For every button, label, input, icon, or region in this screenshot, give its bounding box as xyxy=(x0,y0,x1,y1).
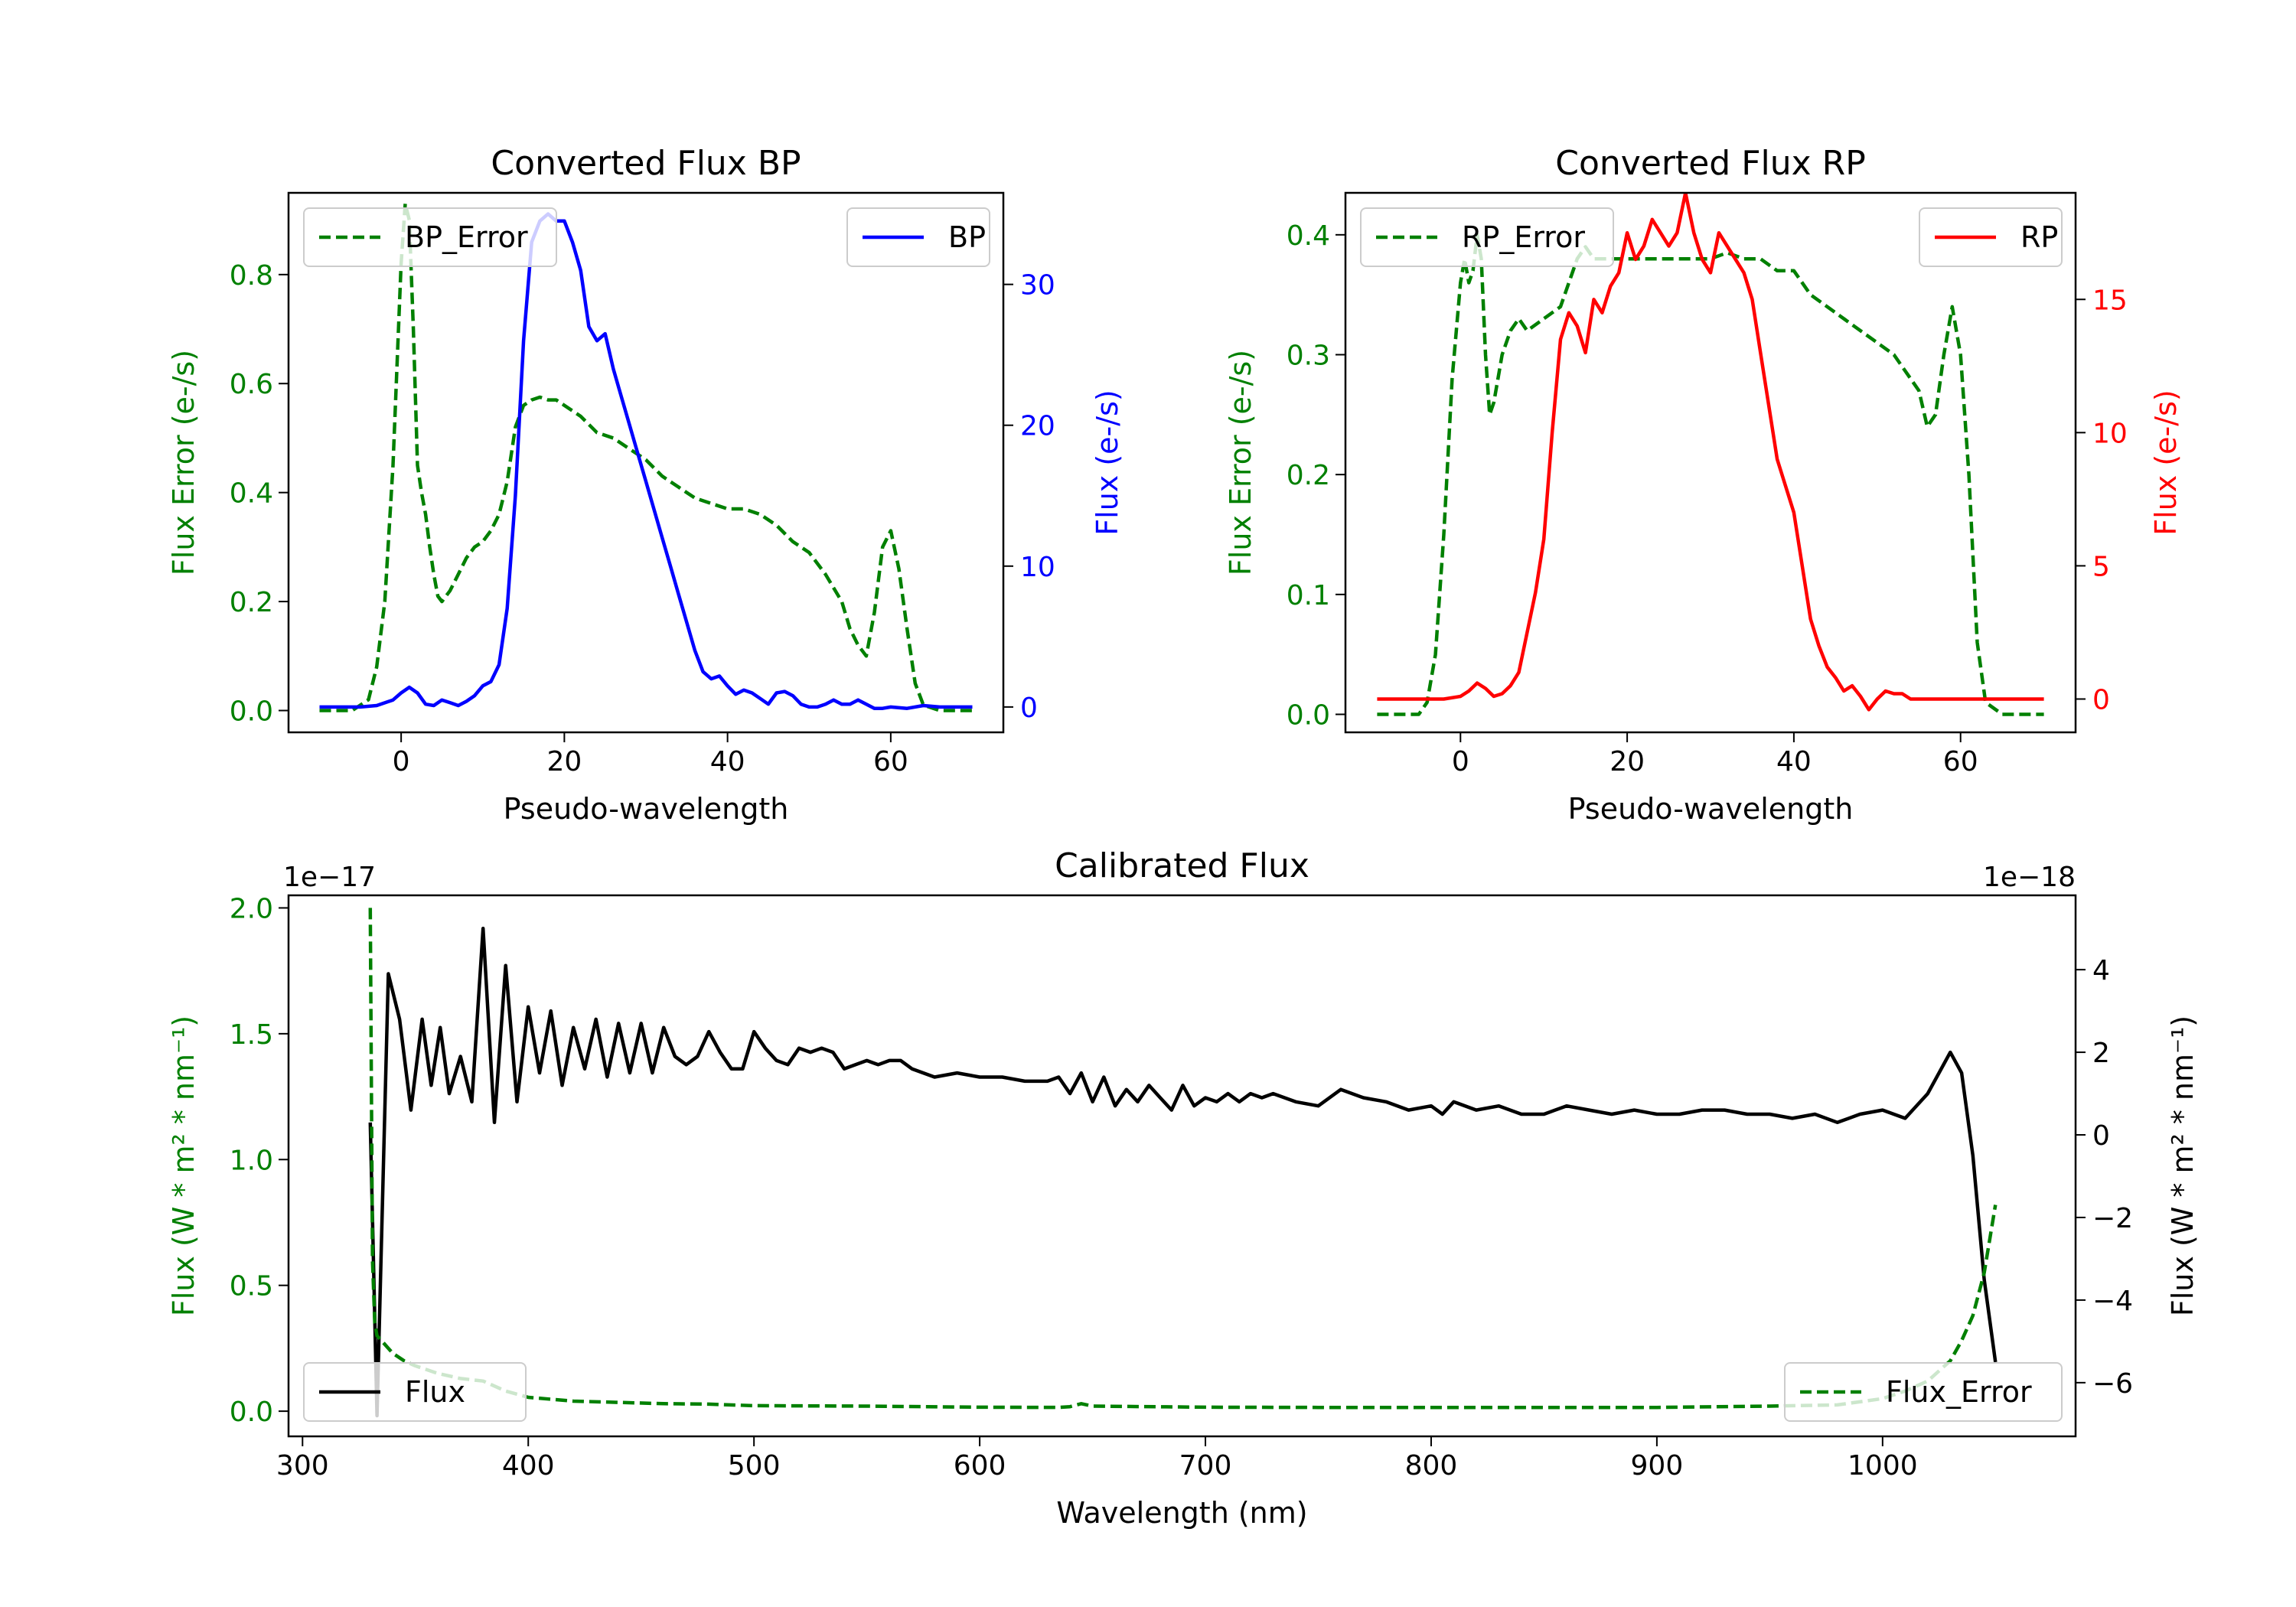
rp-x-tick-label: 20 xyxy=(1609,746,1645,777)
bp-y-right-tick-label: 30 xyxy=(1020,270,1055,302)
rp-y-left-label: Flux Error (e-/s) xyxy=(1224,350,1257,575)
calibrated-y-left-tick-label: 2.0 xyxy=(230,893,273,924)
bp-x-tick-label: 20 xyxy=(546,746,582,777)
bp-y-left-tick-label: 0.4 xyxy=(230,478,273,510)
bp-y-left-tick-label: 0.6 xyxy=(230,369,273,400)
calibrated-x-tick-label: 800 xyxy=(1405,1450,1458,1482)
calibrated-y-right-tick-label: 0 xyxy=(2092,1120,2110,1152)
bp-y-right-tick-label: 10 xyxy=(1020,552,1055,583)
rp-y-right-tick-label: 10 xyxy=(2092,418,2128,449)
bp-x-tick-label: 60 xyxy=(873,746,908,777)
calibrated-legend-flux: Flux xyxy=(303,1362,527,1422)
rp-y-right-tick-label: 15 xyxy=(2092,285,2128,316)
rp-series-rp-error xyxy=(1377,233,2044,716)
calibrated-legend-flux-error: Flux_Error xyxy=(1784,1362,2063,1422)
calibrated-y-left-tick-label: 0.0 xyxy=(230,1397,273,1428)
rp-y-left-tick-label: 0.4 xyxy=(1287,220,1330,252)
bp-legend-box xyxy=(303,207,557,267)
calibrated-y-right-offset: 1e−18 xyxy=(1983,862,2076,893)
calibrated-x-tick-label: 500 xyxy=(728,1450,781,1482)
bp-legend-bp: BP xyxy=(846,207,990,267)
rp-x-label: Pseudo-wavelength xyxy=(1568,792,1854,826)
calibrated-title: Calibrated Flux xyxy=(1055,846,1309,885)
calibrated-y-left-label: Flux (W * m² * nm⁻¹) xyxy=(167,1015,201,1316)
calibrated-x-tick-label: 700 xyxy=(1179,1450,1232,1482)
calibrated-y-right-label: Flux (W * m² * nm⁻¹) xyxy=(2166,1015,2200,1316)
bp-y-left-label: Flux Error (e-/s) xyxy=(167,350,201,575)
calibrated-legend-label: Flux_Error xyxy=(1886,1375,2032,1409)
bp-y-right-label: Flux (e-/s) xyxy=(1091,390,1124,535)
calibrated-x-tick-label: 300 xyxy=(276,1450,329,1482)
bp-y-left-tick-label: 0.8 xyxy=(230,260,273,292)
rp-x-tick-label: 0 xyxy=(1452,746,1469,777)
calibrated-series-flux xyxy=(368,926,1998,1418)
calibrated-legend-box xyxy=(1784,1362,2063,1422)
bp-y-right-tick-label: 20 xyxy=(1020,411,1055,442)
rp-y-left-tick-label: 0.3 xyxy=(1287,341,1330,372)
bp-series-bp-error xyxy=(319,201,973,712)
rp-legend-label: RP_Error xyxy=(1462,220,1585,254)
calibrated-y-left-offset: 1e−17 xyxy=(283,862,376,893)
calibrated-y-right-tick-label: 2 xyxy=(2092,1038,2110,1069)
rp-y-right-label: Flux (e-/s) xyxy=(2149,390,2183,535)
rp-y-left-tick-label: 0.2 xyxy=(1287,460,1330,491)
bp-x-label: Pseudo-wavelength xyxy=(504,792,789,826)
rp-legend-label: RP xyxy=(2020,220,2058,254)
calibrated-x-tick-label: 600 xyxy=(954,1450,1006,1482)
calibrated-legend-label: Flux xyxy=(405,1375,465,1409)
bp-y-left-tick-label: 0.2 xyxy=(230,587,273,618)
calibrated-y-left-tick-label: 1.0 xyxy=(230,1145,273,1176)
calibrated-y-right-tick-label: −4 xyxy=(2092,1286,2133,1317)
calibrated-panel: 300 400 500 600 700 800 900 1000 0.0 0.5 1.0 1.5 2.0… xyxy=(167,846,2200,1530)
rp-panel: 0 20 40 60 0.0 0.1 0.2 0.3 0.4 0 5 10 15 Converted Fl… xyxy=(1224,144,2183,826)
rp-axes-frame xyxy=(1344,191,2077,734)
rp-y-right-tick-label: 5 xyxy=(2092,551,2110,582)
rp-y-left-tick-label: 0.1 xyxy=(1287,580,1330,611)
bp-x-tick-label: 40 xyxy=(710,746,745,777)
calibrated-y-right-tick-label: 4 xyxy=(2092,955,2110,986)
rp-legend-rp: RP xyxy=(1919,207,2063,267)
calibrated-axes-frame xyxy=(287,894,2077,1438)
bp-series-bp xyxy=(319,212,973,710)
calibrated-x-tick-label: 1000 xyxy=(1848,1450,1918,1482)
rp-y-right-tick-label: 0 xyxy=(2092,684,2110,715)
rp-x-tick-label: 40 xyxy=(1776,746,1812,777)
calibrated-x-tick-label: 400 xyxy=(502,1450,555,1482)
bp-legend-label: BP_Error xyxy=(405,220,528,254)
calibrated-x-tick-label: 900 xyxy=(1631,1450,1684,1482)
bp-legend-bp-error: BP_Error xyxy=(303,207,557,267)
rp-legend-rp-error: RP_Error xyxy=(1360,207,1614,267)
rp-title: Converted Flux RP xyxy=(1555,144,1866,183)
calibrated-series-flux-error xyxy=(368,908,1998,1410)
rp-y-left-tick-label: 0.0 xyxy=(1287,700,1330,732)
calibrated-y-right-tick-label: −2 xyxy=(2092,1203,2133,1234)
calibrated-x-label: Wavelength (nm) xyxy=(1056,1496,1307,1530)
bp-axes-frame xyxy=(287,191,1005,734)
calibrated-y-right-tick-label: −6 xyxy=(2092,1368,2133,1400)
rp-x-tick-label: 60 xyxy=(1943,746,1978,777)
bp-panel: 0 20 40 60 0.0 0.2 0.4 0.6 0.8 0 10 20 30 Converted F… xyxy=(167,144,1124,826)
bp-y-left-tick-label: 0.0 xyxy=(230,696,273,728)
calibrated-y-left-tick-label: 0.5 xyxy=(230,1271,273,1302)
rp-legend-box xyxy=(1360,207,1614,267)
bp-y-right-tick-label: 0 xyxy=(1020,693,1038,724)
bp-legend-label: BP xyxy=(948,220,986,254)
calibrated-legend-box xyxy=(303,1362,527,1422)
calibrated-y-left-tick-label: 1.5 xyxy=(230,1019,273,1051)
rp-series-rp xyxy=(1377,193,2044,712)
bp-title: Converted Flux BP xyxy=(491,144,801,183)
bp-x-tick-label: 0 xyxy=(393,746,410,777)
